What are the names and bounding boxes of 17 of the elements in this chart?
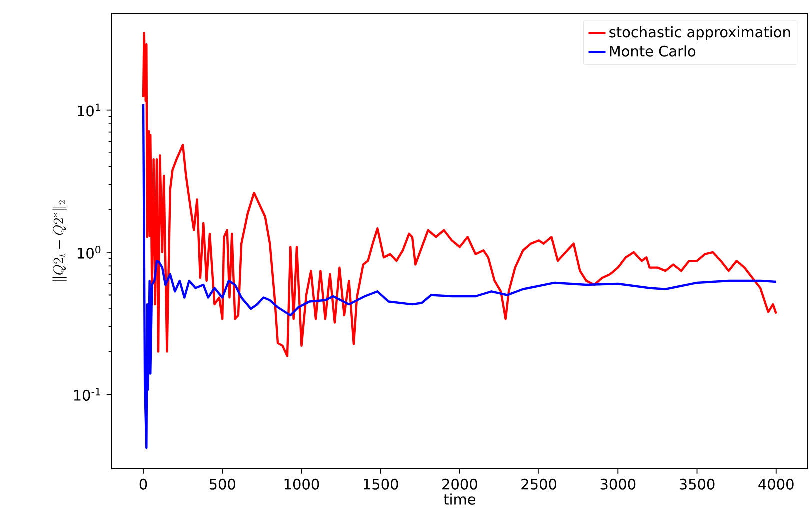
y-tick-label: 10$^{-1}$	[74, 388, 100, 401]
x-tick-label: 4000	[758, 478, 794, 490]
x-tick-label: 2500	[522, 478, 557, 490]
y-axis-title: $\| Q2_t - Q2^* \|_2$	[52, 200, 67, 281]
x-tick-label: 0	[140, 478, 148, 490]
x-axis-title: time	[444, 494, 476, 505]
x-tick-label: 3500	[680, 478, 715, 490]
legend-label: Monte Carlo	[610, 45, 696, 57]
x-tick-label: 1000	[284, 478, 320, 490]
x-tick-label: 2000	[442, 478, 478, 490]
y-tick-label: 10$^{1}$	[78, 104, 100, 117]
x-tick-label: 1500	[364, 478, 398, 490]
line-series	[142, 103, 778, 450]
x-tick-label: 3000	[600, 478, 636, 490]
legend-label: stochastic approximation	[610, 26, 790, 40]
y-tick-label: 10$^{0}$	[78, 246, 101, 259]
x-tick-label: 500	[210, 478, 236, 490]
